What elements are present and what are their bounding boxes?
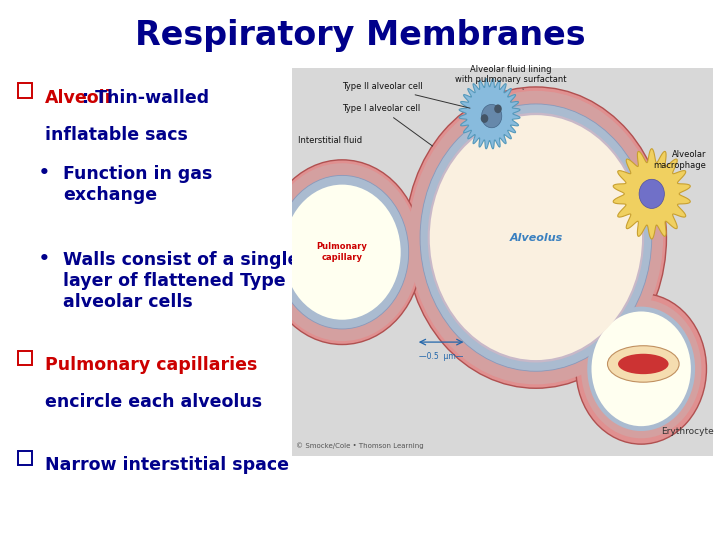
Text: : Thin-walled: : Thin-walled: [81, 89, 209, 107]
Text: •: •: [38, 249, 51, 269]
Text: Narrow interstitial space: Narrow interstitial space: [45, 456, 289, 474]
Circle shape: [576, 294, 706, 444]
Circle shape: [639, 179, 665, 208]
Circle shape: [481, 114, 488, 123]
Ellipse shape: [608, 346, 679, 382]
Polygon shape: [292, 68, 713, 456]
Circle shape: [409, 91, 663, 384]
Text: •: •: [38, 163, 51, 183]
FancyBboxPatch shape: [18, 450, 32, 465]
Text: Walls consist of a single
layer of flattened Type I
alveolar cells: Walls consist of a single layer of flatt…: [63, 251, 300, 310]
Text: encircle each alveolus: encircle each alveolus: [45, 393, 263, 411]
Text: © Smocke/Cole • Thomson Learning: © Smocke/Cole • Thomson Learning: [296, 442, 423, 449]
Polygon shape: [613, 148, 690, 239]
Text: Type II alveolar cell: Type II alveolar cell: [342, 83, 470, 108]
Polygon shape: [459, 78, 520, 149]
Text: Function in gas
exchange: Function in gas exchange: [63, 165, 212, 204]
Text: Interstitial fluid: Interstitial fluid: [298, 136, 362, 145]
Circle shape: [494, 104, 502, 113]
Circle shape: [482, 104, 502, 128]
FancyBboxPatch shape: [18, 83, 32, 98]
Text: —0.5  μm—: —0.5 μm—: [419, 352, 463, 361]
Text: Alveolar
macrophage: Alveolar macrophage: [654, 150, 706, 170]
Text: Erythrocyte: Erythrocyte: [661, 427, 714, 436]
Circle shape: [284, 185, 401, 320]
Circle shape: [265, 163, 419, 341]
Text: Pulmonary capillaries: Pulmonary capillaries: [45, 356, 258, 374]
Text: inflatable sacs: inflatable sacs: [45, 126, 188, 144]
Circle shape: [592, 312, 691, 426]
Text: Alveolus: Alveolus: [509, 233, 562, 242]
Circle shape: [262, 160, 422, 345]
Text: Pulmonary
capillary: Pulmonary capillary: [317, 242, 368, 262]
Circle shape: [581, 299, 701, 438]
Circle shape: [276, 176, 409, 329]
Circle shape: [430, 115, 642, 360]
Circle shape: [428, 113, 644, 362]
FancyBboxPatch shape: [18, 350, 32, 365]
Text: Alveolar fluid lining
with pulmonary surfactant: Alveolar fluid lining with pulmonary sur…: [455, 65, 567, 89]
Ellipse shape: [618, 354, 669, 374]
Circle shape: [588, 307, 695, 431]
Text: Alveoli: Alveoli: [45, 89, 112, 107]
Circle shape: [420, 104, 652, 372]
Circle shape: [405, 87, 667, 388]
Text: Respiratory Membranes: Respiratory Membranes: [135, 19, 585, 52]
Text: Type I alveolar cell: Type I alveolar cell: [342, 104, 433, 146]
